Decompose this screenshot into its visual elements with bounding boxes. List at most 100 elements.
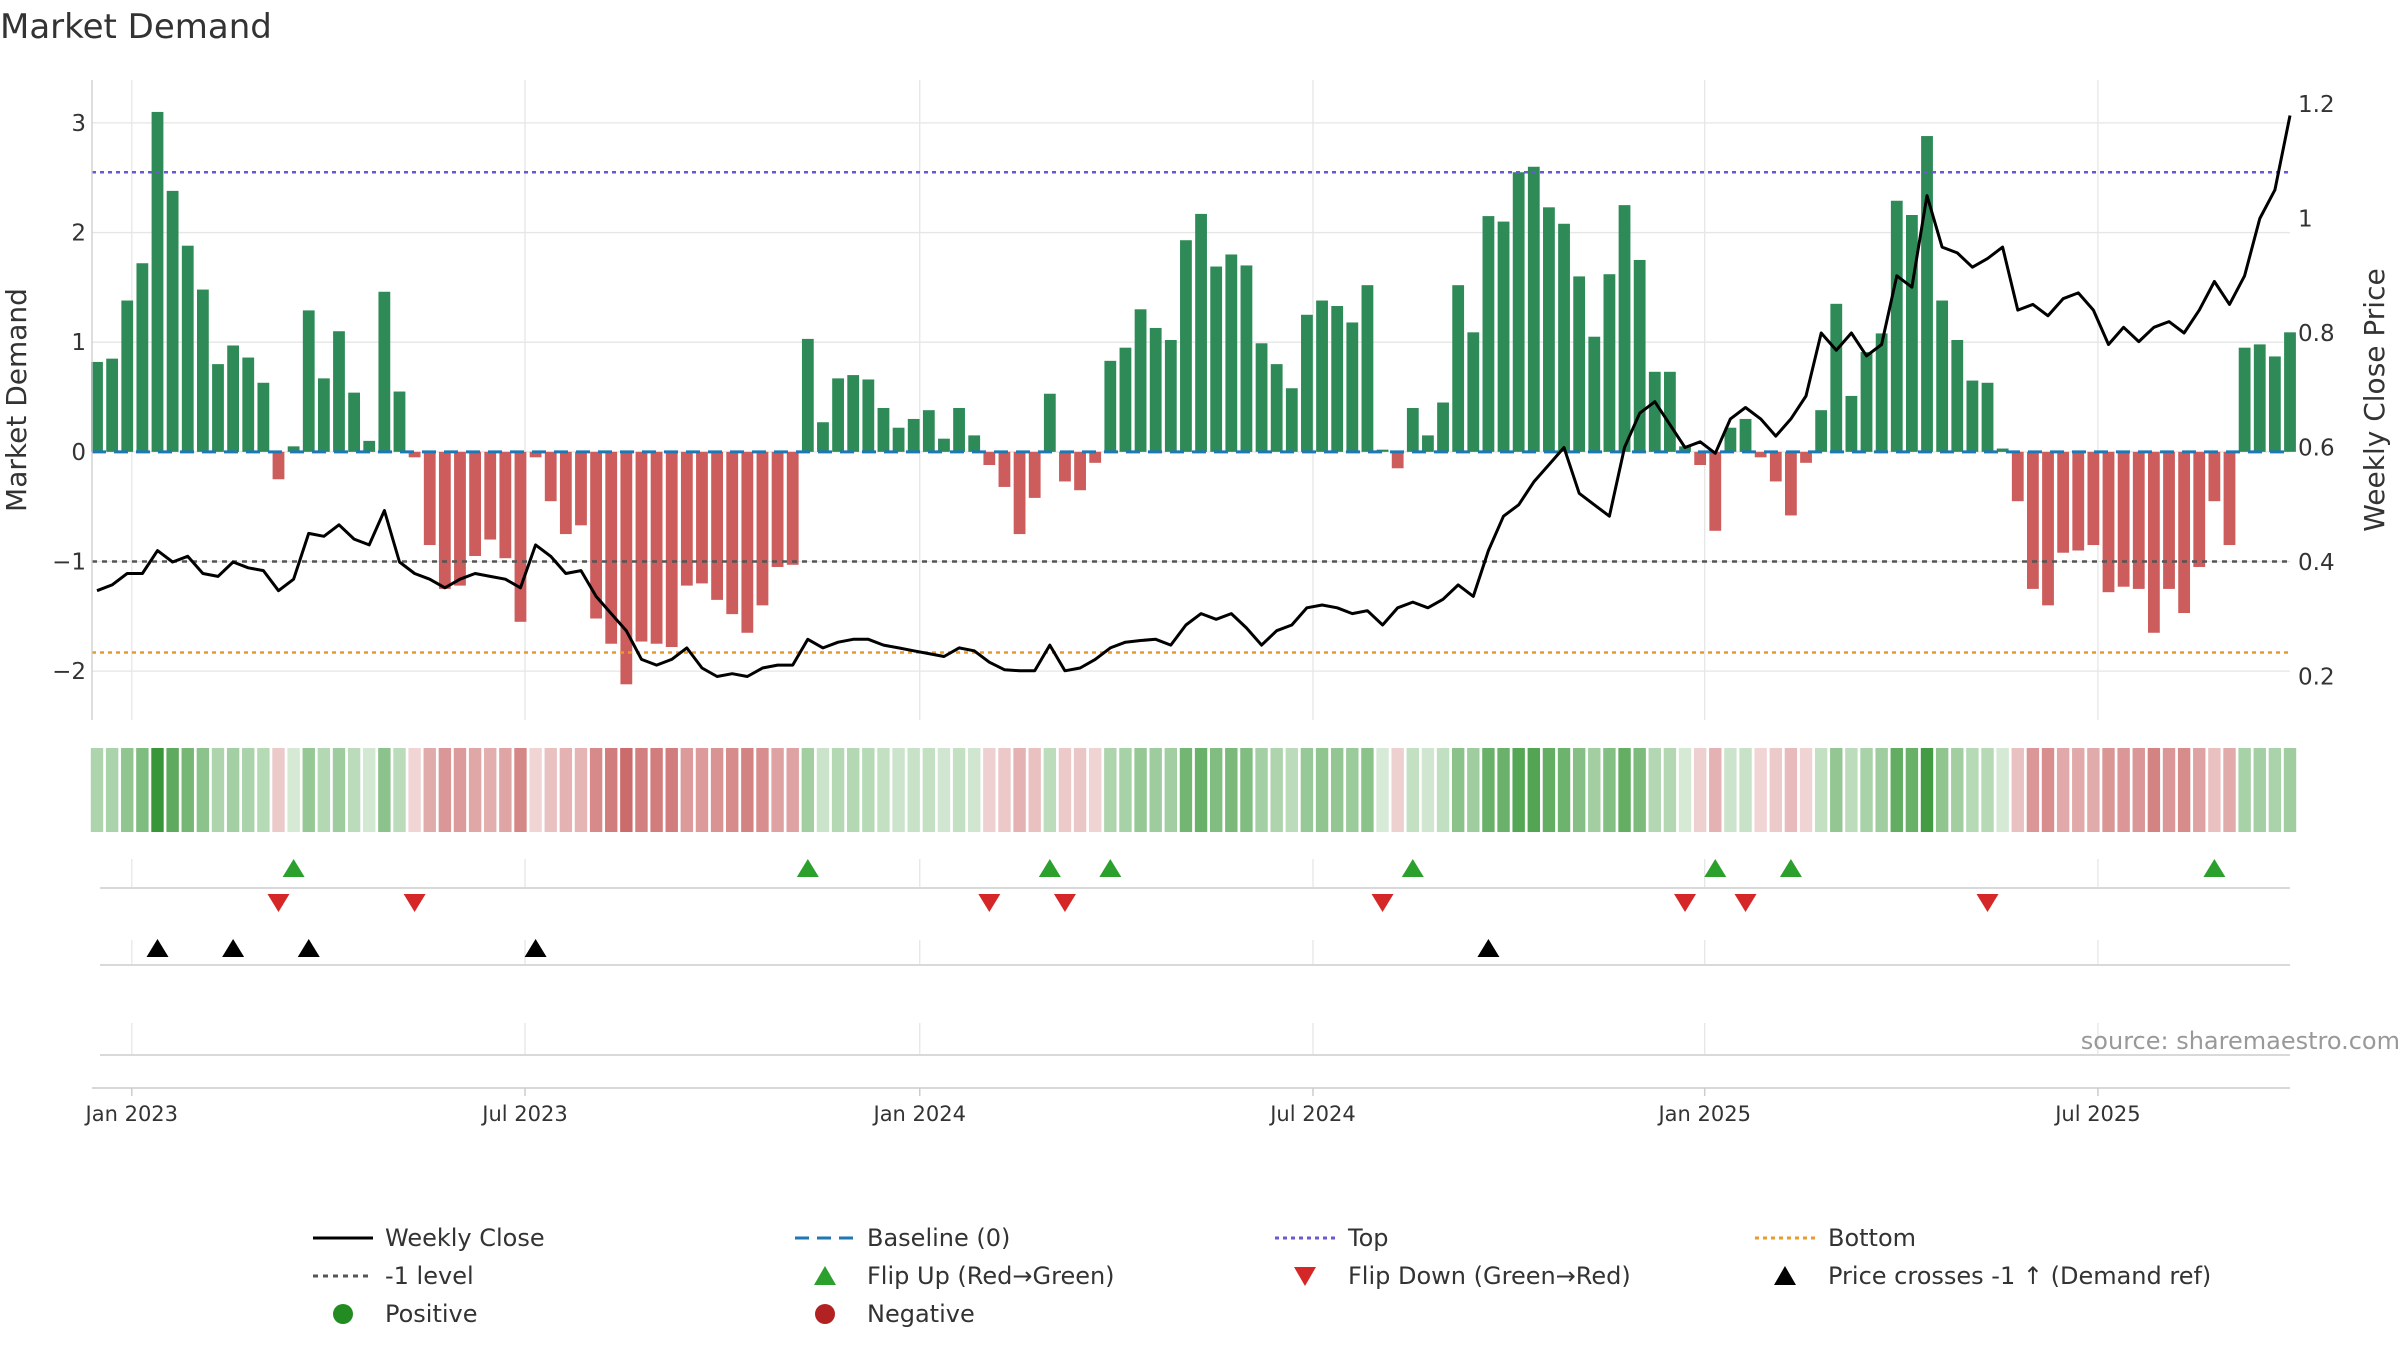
heat-cell <box>529 748 542 832</box>
x-axis-ticks: Jan 2023 Jul 2023 Jan 2024 Jul 2024 Jan 2025… <box>84 1087 2290 1126</box>
demand-bar <box>1830 303 1843 452</box>
heat-cell <box>302 748 315 832</box>
flip-down-marker <box>1976 894 1999 912</box>
heat-cell <box>1966 748 1979 832</box>
demand-bar <box>2178 451 2191 614</box>
y-axis-label: Market Demand <box>0 288 33 512</box>
weekly-close-series <box>96 115 2292 678</box>
heat-cell <box>1451 748 1465 832</box>
demand-bar <box>1043 393 1056 452</box>
y2-tick-label: 0.4 <box>2298 550 2335 576</box>
heat-cell <box>710 748 724 832</box>
demand-bar <box>2132 451 2145 589</box>
heat-cell <box>1709 748 1722 832</box>
demand-bar <box>575 451 587 526</box>
demand-bar <box>1422 435 1434 452</box>
heat-cell <box>1905 748 1919 832</box>
flip-down-marker <box>267 894 290 912</box>
demand-bar <box>680 451 693 586</box>
demand-bar <box>1104 360 1117 452</box>
demand-bar <box>1028 451 1041 498</box>
heat-cell <box>1572 748 1586 832</box>
x-tick-label: Jan 2023 <box>84 1102 179 1126</box>
heat-cell <box>1845 748 1858 832</box>
heat-cell <box>1935 748 1949 832</box>
heat-cell <box>378 748 391 832</box>
heat-cell <box>1058 748 1072 832</box>
heat-cell <box>544 748 557 832</box>
demand-bar <box>998 451 1011 487</box>
demand-bar <box>1301 314 1313 452</box>
weekly-close-line <box>96 115 2292 678</box>
demand-bar <box>2147 451 2160 633</box>
flip-down-marker <box>403 894 426 912</box>
demand-bar <box>1588 336 1601 452</box>
demand-bar <box>1648 371 1661 452</box>
heat-cell <box>1179 748 1193 832</box>
demand-bar <box>2163 451 2175 589</box>
heat-cell <box>1043 748 1057 832</box>
heat-cell <box>1542 748 1556 832</box>
demand-bar <box>1694 451 1707 465</box>
source-note: source: sharemaestro.com <box>2081 1027 2400 1055</box>
legend-label-flip-up: Flip Up (Red→Green) <box>867 1262 1115 1290</box>
heat-cell <box>2238 748 2251 832</box>
heat-cell <box>1346 748 1359 832</box>
demand-bar <box>1573 276 1586 452</box>
demand-bar <box>166 190 179 452</box>
heat-cell <box>272 748 285 832</box>
y-tick-label: −1 <box>52 549 86 575</box>
heat-cell <box>1240 748 1253 832</box>
heat-cell <box>665 748 678 832</box>
demand-bar <box>1769 451 1782 482</box>
demand-bar <box>438 451 451 589</box>
heat-cell <box>1588 748 1601 832</box>
demand-bar <box>1452 285 1465 452</box>
demand-heat-strip <box>90 748 2297 832</box>
price-cross-marker <box>1477 939 1500 957</box>
demand-bar <box>741 451 754 633</box>
heat-cell <box>1104 748 1117 832</box>
demand-bar <box>1497 221 1510 452</box>
x-tick-label: Jan 2025 <box>1656 1102 1751 1126</box>
demand-bar <box>1331 306 1344 452</box>
heat-cell <box>786 748 799 832</box>
demand-bar <box>2284 332 2296 452</box>
demand-bar <box>2253 344 2266 452</box>
heat-cell <box>1678 748 1692 832</box>
heat-cell <box>181 748 194 832</box>
demand-bar <box>1905 215 1918 452</box>
demand-bar <box>1316 300 1328 452</box>
y2-tick-label: 0.6 <box>2298 436 2335 462</box>
heat-cell <box>499 748 512 832</box>
heat-cell <box>1603 748 1616 832</box>
demand-bar <box>1815 410 1828 452</box>
heat-cell <box>1724 748 1737 832</box>
event-marker-panels <box>100 859 2290 1056</box>
demand-bar <box>983 451 996 465</box>
heat-cell <box>937 748 951 832</box>
heat-cell <box>1527 748 1540 832</box>
heat-cell <box>2223 748 2236 832</box>
heat-cell <box>801 748 815 832</box>
heat-cell <box>423 748 436 832</box>
demand-bar <box>665 451 678 648</box>
y2-tick-label: 0.2 <box>2298 665 2335 691</box>
demand-bar <box>499 451 512 559</box>
price-cross-marker <box>146 939 169 957</box>
heat-cell <box>90 748 104 832</box>
demand-bar <box>892 427 905 452</box>
heat-cell <box>2268 748 2282 832</box>
heat-cell <box>1149 748 1162 832</box>
heat-cell <box>105 748 119 832</box>
demand-bar <box>2268 356 2281 452</box>
heat-cell <box>559 748 573 832</box>
heat-cell <box>1391 748 1404 832</box>
demand-bar <box>1437 402 1449 452</box>
heat-cell <box>1981 748 1994 832</box>
heat-cell <box>408 748 421 832</box>
demand-bar <box>1724 427 1737 452</box>
heat-cell <box>1406 748 1420 832</box>
heat-cell <box>2087 748 2100 832</box>
flip-down-marker <box>1674 894 1697 912</box>
